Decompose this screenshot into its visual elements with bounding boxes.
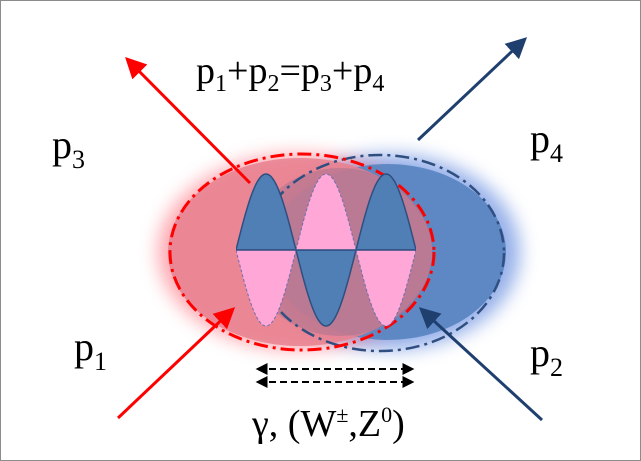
label-p1: p1: [74, 324, 107, 376]
label-p2: p2: [530, 330, 563, 382]
exchange-boson-label: γ, (W±,Z0): [251, 402, 405, 445]
label-p3: p3: [52, 122, 85, 174]
arrow-p2-in: [418, 307, 544, 422]
conservation-equation: p1+p2=p3+p4: [196, 50, 384, 97]
label-p4: p4: [530, 116, 563, 168]
arrow-p1-in: [116, 307, 236, 420]
arrow-p4-out: [416, 37, 528, 142]
arrow-p3-out: [125, 57, 252, 185]
blue-dashdot-outline: [254, 153, 506, 353]
red-dashdot-outline: [168, 152, 436, 352]
